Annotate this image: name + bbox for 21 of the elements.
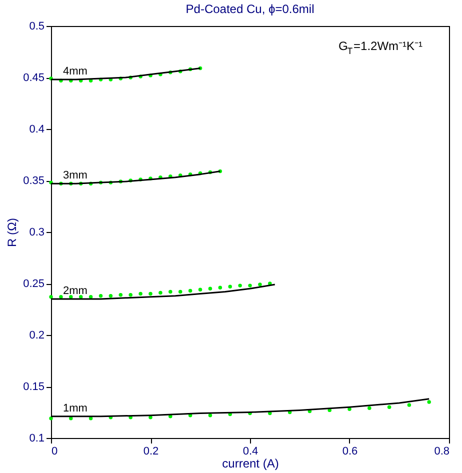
series-label: 2mm [63,284,88,297]
y-tick-label: 0.3 [29,226,44,238]
x-tick-label: 0.6 [342,446,358,458]
x-tick-label: 0 [52,446,58,458]
y-tick-label: 0.45 [23,72,44,84]
y-tick-label: 0.4 [29,124,44,136]
x-axis-title: current (A) [222,456,279,470]
series-label: 3mm [63,170,88,182]
y-tick-label: 0.15 [23,381,44,393]
x-tick-label: 0.2 [143,446,159,458]
x-tick-label: 0.8 [434,446,450,458]
y-tick-label: 0.1 [29,432,44,444]
series-label: 4mm [63,66,88,78]
y-tick-label: 0.5 [29,20,44,32]
y-tick-label: 0.2 [29,330,44,342]
y-tick-label: 0.35 [23,175,44,187]
x-tick-label: 0.4 [242,446,258,458]
y-tick-label: 0.25 [23,278,44,290]
chart-title: Pd-Coated Cu, ϕ=0.6mil [186,2,314,16]
series-label: 1mm [63,402,88,414]
y-axis-title: R (Ω) [5,218,20,247]
